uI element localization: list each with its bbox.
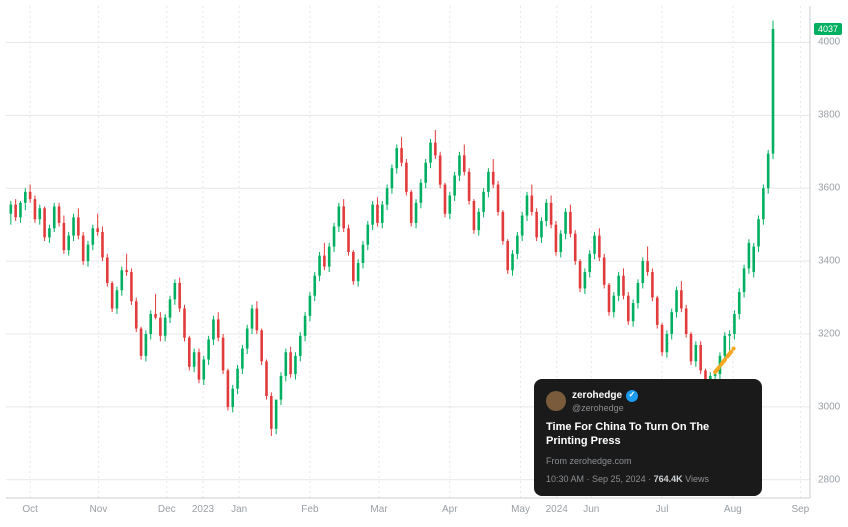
y-axis-label: 4000 [818,37,840,48]
verified-badge-icon: ✓ [626,390,638,402]
y-axis-label: 3400 [818,256,840,267]
x-axis-label: Oct [22,504,38,515]
tweet-views-label: Views [683,474,709,484]
y-axis-label: 2800 [818,474,840,485]
x-axis-label: Dec [158,504,176,515]
x-axis-label: May [511,504,530,515]
x-axis-label: Apr [442,504,458,515]
last-price-tag: 4037 [814,23,842,35]
chart-container: Oct Nov Dec 2023 Jan Feb Mar Apr May 2024 Jun Jul Au… [0,0,848,527]
y-axis-label: 3600 [818,183,840,194]
x-axis-label: Sep [791,504,809,515]
tweet-views-count: 764.4K [654,474,683,484]
avatar [546,391,566,411]
x-axis-label: Nov [90,504,108,515]
x-axis-label: Jun [583,504,599,515]
tweet-author-handle: @zerohedge [572,402,638,414]
tweet-author-name: zerohedge [572,389,622,403]
x-axis-label: Aug [724,504,742,515]
x-axis-label: Jul [656,504,669,515]
tweet-annotation-card[interactable]: zerohedge ✓ @zerohedge Time For China To… [534,379,762,496]
tweet-header: zerohedge ✓ @zerohedge [546,389,750,414]
x-axis-label: Jan [231,504,247,515]
tweet-meta: 10:30 AM · Sep 25, 2024 · 764.4K Views [546,473,750,485]
tweet-source: From zerohedge.com [546,455,750,467]
x-axis-label: 2024 [546,504,568,515]
y-axis-label: 3000 [818,401,840,412]
x-axis-label: Feb [301,504,318,515]
y-axis-label: 3800 [818,110,840,121]
tweet-timestamp: 10:30 AM · Sep 25, 2024 [546,474,646,484]
x-axis-label: Mar [370,504,387,515]
x-axis-label: 2023 [192,504,214,515]
y-axis-label: 3200 [818,329,840,340]
tweet-text: Time For China To Turn On The Printing P… [546,420,750,450]
